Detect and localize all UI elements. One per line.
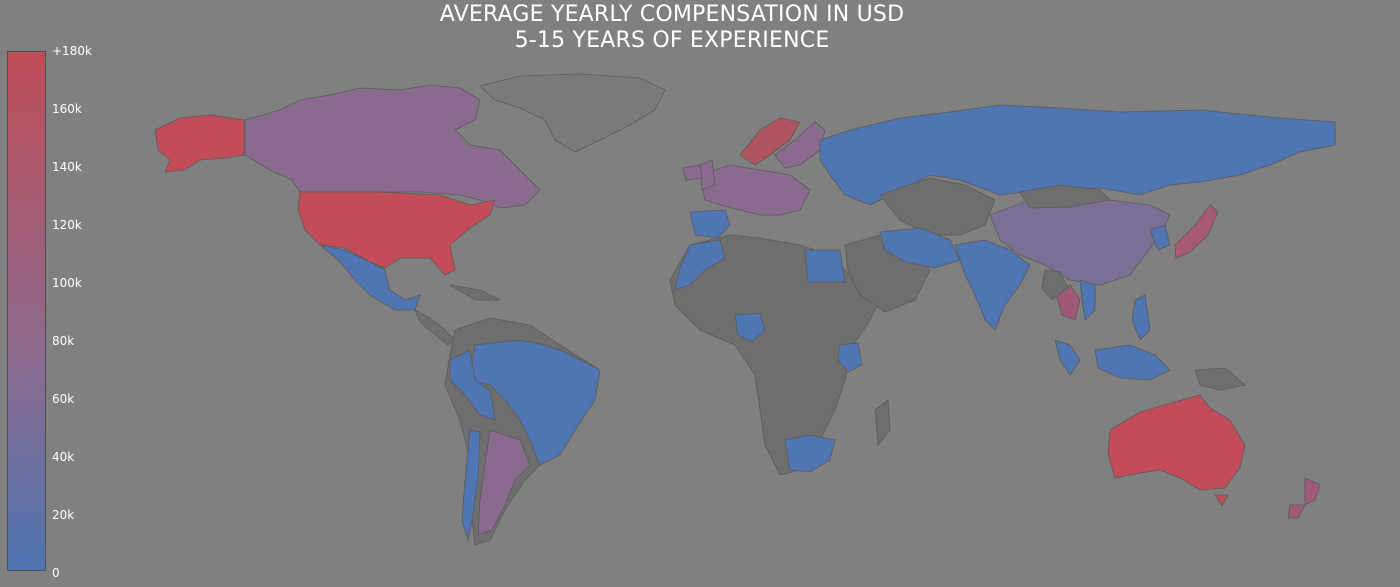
alaska bbox=[154, 114, 245, 173]
iceland bbox=[682, 164, 703, 181]
brazil bbox=[469, 339, 601, 466]
western-europe bbox=[699, 164, 811, 216]
canada bbox=[244, 84, 541, 209]
kenya bbox=[837, 342, 863, 373]
colorbar-tick-100k: 100k bbox=[52, 276, 82, 290]
indonesia bbox=[1094, 344, 1171, 381]
japan bbox=[1174, 204, 1219, 259]
title-line-1: AVERAGE YEARLY COMPENSATION IN USD bbox=[439, 2, 905, 27]
caribbean bbox=[449, 284, 501, 301]
australia bbox=[1107, 394, 1246, 491]
southeast-asia bbox=[1041, 269, 1069, 301]
madagascar bbox=[874, 399, 891, 447]
iran bbox=[879, 227, 961, 269]
argentina bbox=[477, 429, 531, 536]
spain bbox=[689, 209, 731, 239]
philippines bbox=[1131, 294, 1151, 341]
colorbar-tick-20k: 20k bbox=[52, 508, 75, 522]
mongolia bbox=[1019, 184, 1111, 209]
mexico bbox=[318, 244, 421, 311]
colorbar-tick-60k: 60k bbox=[52, 392, 75, 406]
colorbar-tick-120k: 120k bbox=[52, 218, 82, 232]
central-america bbox=[414, 309, 456, 346]
morocco bbox=[674, 239, 726, 291]
new-zealand bbox=[1287, 477, 1321, 519]
colorbar-tick-80k: 80k bbox=[52, 334, 75, 348]
colorbar-tick-180k: +180k bbox=[52, 44, 92, 58]
papua bbox=[1194, 367, 1246, 391]
india bbox=[954, 239, 1031, 331]
colorbar-tick-140k: 140k bbox=[52, 160, 82, 174]
norway bbox=[739, 117, 801, 166]
malaysia bbox=[1054, 339, 1081, 376]
vietnam bbox=[1079, 279, 1096, 321]
colorbar-tick-0: 0 bbox=[52, 566, 60, 580]
colorbar-tick-160k: 160k bbox=[52, 102, 82, 116]
thailand bbox=[1054, 284, 1081, 321]
tasmania bbox=[1214, 494, 1229, 507]
colorbar bbox=[7, 51, 46, 571]
greenland bbox=[479, 73, 666, 153]
nigeria bbox=[734, 312, 766, 343]
peru bbox=[449, 349, 496, 421]
egypt bbox=[804, 249, 846, 283]
chile bbox=[461, 429, 481, 541]
korea bbox=[1149, 224, 1171, 251]
south-africa bbox=[784, 434, 836, 473]
colorbar-tick-40k: 40k bbox=[52, 450, 75, 464]
united-states bbox=[297, 191, 496, 276]
united-kingdom bbox=[699, 159, 716, 191]
map-title: AVERAGE YEARLY COMPENSATION IN USD 5-15 … bbox=[0, 2, 1344, 54]
central-asia bbox=[879, 177, 996, 236]
title-line-2: 5-15 YEARS OF EXPERIENCE bbox=[514, 28, 830, 53]
